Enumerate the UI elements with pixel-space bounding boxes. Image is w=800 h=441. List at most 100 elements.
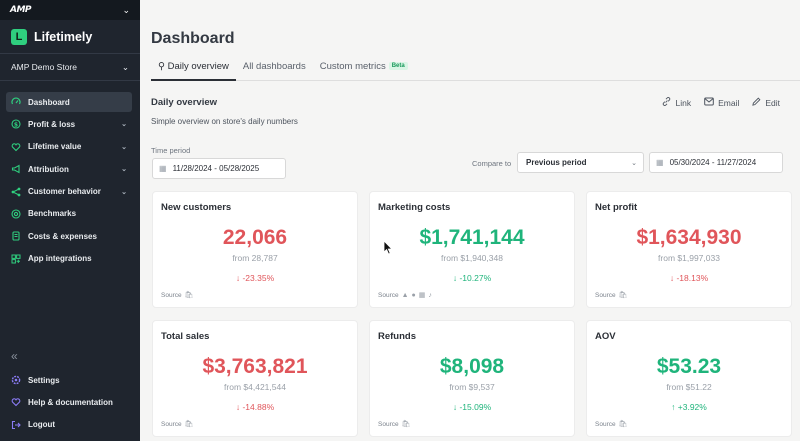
card-change: ↓ -23.35% (235, 273, 275, 283)
chevron-down-icon[interactable]: ⌄ (122, 4, 130, 15)
time-period-value: 11/28/2024 - 05/28/2025 (172, 164, 260, 173)
card-change: ↓ -10.27% (452, 273, 492, 283)
sidebar-item-help[interactable]: Help & documentation (6, 392, 132, 412)
card-change: ↓ -14.88% (235, 402, 275, 412)
org-switcher[interactable]: AMP ⌄ (0, 0, 140, 20)
sidebar-item-attribution[interactable]: Attribution ⌄ (6, 159, 132, 179)
card-value: $53.23 (656, 355, 722, 378)
section-subtitle: Simple overview on store's daily numbers (151, 117, 298, 126)
sidebar-item-customer-behavior[interactable]: Customer behavior ⌄ (6, 182, 132, 202)
sidebar-item-benchmarks[interactable]: Benchmarks (6, 204, 132, 224)
sidebar-item-label: Customer behavior (28, 187, 101, 197)
beta-badge: Beta (388, 62, 408, 71)
card-title: New customers (161, 202, 232, 213)
sidebar-item-profit-loss[interactable]: $ Profit & loss ⌄ (6, 114, 132, 134)
receipt-icon (11, 231, 21, 241)
compare-option: Previous period (526, 158, 587, 167)
card-change: ↑ +3.92% (671, 402, 707, 412)
sidebar-item-app-integrations[interactable]: App integrations (6, 249, 132, 269)
sidebar-item-dashboard[interactable]: Dashboard (6, 92, 132, 112)
source-label: Source (595, 291, 616, 299)
card-previous-value: from $1,940,348 (441, 253, 503, 263)
metric-card-new-customers[interactable]: New customers 22,066 from 28,787 ↓ -23.3… (152, 191, 358, 308)
dashboard-actions: Link Email Edit (662, 97, 780, 108)
card-value: $8,098 (439, 355, 505, 378)
tab-all-dashboards[interactable]: All dashboards (236, 56, 313, 81)
link-label: Link (675, 97, 692, 108)
time-period-label: Time period (151, 146, 191, 155)
card-source: Source 🛍 (161, 291, 194, 300)
tiktok-icon: ♪ (428, 291, 432, 299)
tab-custom-metrics[interactable]: Custom metrics Beta (313, 56, 415, 81)
sidebar-item-label: Dashboard (28, 97, 70, 107)
sidebar-nav: Dashboard $ Profit & loss ⌄ Lifetime val… (0, 81, 140, 269)
card-value: $1,741,144 (419, 226, 525, 249)
shopify-icon: 🛍 (184, 292, 194, 299)
shopify-icon: 🛍 (618, 292, 628, 299)
card-previous-value: from 28,787 (232, 253, 278, 263)
email-icon (704, 97, 714, 108)
edit-label: Edit (765, 97, 780, 108)
pencil-icon (752, 97, 761, 108)
card-title: Total sales (161, 331, 210, 342)
source-label: Source (378, 420, 399, 428)
main-content: Dashboard ⚲ Daily overview All dashboard… (140, 0, 800, 441)
megaphone-icon (11, 164, 21, 174)
metric-card-total-sales[interactable]: Total sales $3,763,821 from $4,421,544 ↓… (152, 320, 358, 437)
chevron-down-icon: ⌄ (631, 159, 637, 167)
sidebar-item-lifetime-value[interactable]: Lifetime value ⌄ (6, 137, 132, 157)
card-title: Refunds (378, 331, 416, 342)
brand-name: Lifetimely (34, 29, 93, 44)
sidebar-item-label: Lifetime value (28, 142, 82, 152)
link-button[interactable]: Link (662, 97, 691, 108)
gauge-icon (11, 97, 21, 107)
chevron-down-icon: ⌄ (121, 166, 127, 174)
card-source: Source 🛍 (378, 420, 411, 429)
lifetimely-logo-icon: L (11, 28, 27, 45)
compare-range-picker[interactable]: ▦ 05/30/2024 - 11/27/2024 (649, 152, 783, 173)
card-source: Source 🛍 (595, 420, 628, 429)
heart-icon (11, 142, 21, 152)
card-previous-value: from $51.22 (666, 382, 712, 392)
calendar-icon: ▦ (159, 164, 167, 173)
compare-range-value: 05/30/2024 - 11/27/2024 (669, 158, 757, 167)
metric-card-net-profit[interactable]: Net profit $1,634,930 from $1,997,033 ↓ … (586, 191, 792, 308)
sidebar-item-costs-expenses[interactable]: Costs & expenses (6, 226, 132, 246)
sidebar-item-logout[interactable]: Logout (6, 415, 132, 435)
sidebar-item-label: Help & documentation (28, 397, 113, 407)
shopify-icon: 🛍 (401, 421, 411, 428)
store-selector[interactable]: AMP Demo Store ⌄ (0, 54, 140, 81)
logout-icon (11, 420, 21, 430)
card-source: Source 🛍 (595, 291, 628, 300)
dollar-icon: $ (11, 119, 21, 129)
source-label: Source (161, 420, 182, 428)
card-title: AOV (595, 331, 616, 342)
email-button[interactable]: Email (704, 97, 739, 108)
target-icon (11, 209, 21, 219)
sidebar-item-label: App integrations (28, 254, 92, 264)
edit-button[interactable]: Edit (752, 97, 780, 108)
card-previous-value: from $1,997,033 (658, 253, 720, 263)
sidebar-item-label: Profit & loss (28, 119, 76, 129)
heart-help-icon (11, 397, 21, 407)
collapse-sidebar-icon[interactable]: « (11, 349, 18, 363)
metric-card-refunds[interactable]: Refunds $8,098 from $9,537 ↓ -15.09% Sou… (369, 320, 575, 437)
amp-logo: AMP (10, 5, 32, 15)
shopify-icon: 🛍 (184, 421, 194, 428)
compare-to-select[interactable]: Previous period ⌄ (517, 152, 644, 173)
mouse-cursor-icon (383, 240, 393, 260)
metric-card-aov[interactable]: AOV $53.23 from $51.22 ↑ +3.92% Source 🛍 (586, 320, 792, 437)
sidebar-item-label: Settings (28, 375, 60, 385)
time-period-picker[interactable]: ▦ 11/28/2024 - 05/28/2025 (152, 158, 286, 179)
tab-daily-overview[interactable]: ⚲ Daily overview (151, 56, 236, 81)
gear-icon (11, 375, 21, 385)
card-title: Marketing costs (378, 202, 451, 213)
chevron-down-icon: ⌄ (121, 61, 129, 72)
store-name: AMP Demo Store (11, 62, 77, 72)
metric-card-marketing-costs[interactable]: Marketing costs $1,741,144 from $1,940,3… (369, 191, 575, 308)
sidebar-item-settings[interactable]: Settings (6, 370, 132, 390)
card-previous-value: from $9,537 (449, 382, 495, 392)
source-label: Source (378, 291, 399, 299)
card-value: $3,763,821 (202, 355, 308, 378)
sidebar: AMP ⌄ L Lifetimely AMP Demo Store ⌄ Dash… (0, 0, 140, 441)
